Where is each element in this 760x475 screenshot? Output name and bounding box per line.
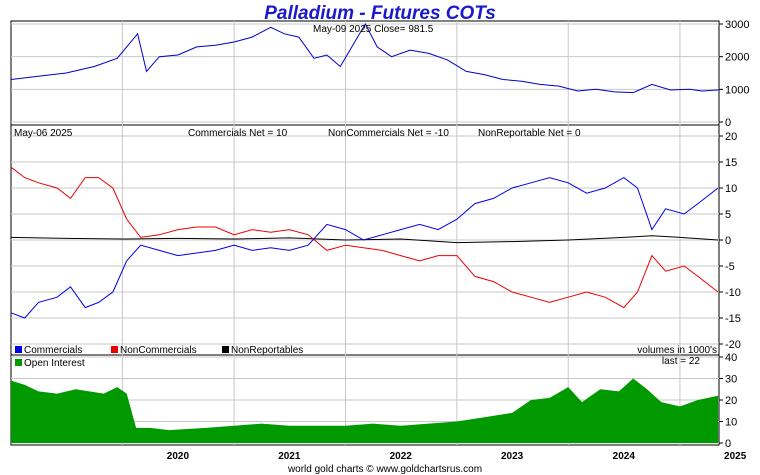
noncommercials-net: NonCommercials Net = -10: [328, 128, 449, 139]
y-tick-label: 2000: [725, 52, 749, 64]
y-tick-label: 30: [725, 374, 737, 386]
y-tick-label: 10: [725, 183, 737, 195]
y-tick-label: 20: [725, 395, 737, 407]
x-axis-year-ticks: 2020 2021 2022 2023 2024 2025: [167, 451, 747, 462]
y-tick-label: 5: [725, 209, 731, 221]
legend-swatch-commercials: [15, 346, 22, 353]
legend-noncommercials: NonCommercials: [120, 345, 197, 356]
cot-grid: [11, 125, 719, 355]
cot-date: May-06 2025: [14, 128, 73, 139]
y-tick-label: 0: [725, 117, 731, 129]
volumes-note: volumes in 1000's: [637, 345, 717, 356]
legend-nonreportables: NonReportables: [231, 345, 303, 356]
x-tick-label: 2020: [167, 451, 190, 462]
noncommercials-line: [10, 166, 719, 309]
nonreportable-net: NonReportable Net = 0: [478, 128, 581, 139]
legend-swatch-open-interest: [15, 359, 22, 366]
commercials-line: [10, 177, 719, 319]
commercials-net: Commercials Net = 10: [188, 128, 288, 139]
x-tick-label: 2022: [390, 451, 413, 462]
y-tick-label: 15: [725, 157, 737, 169]
price-caption: May-09 2025 Close= 981.5: [313, 24, 434, 35]
x-tick-label: 2025: [724, 451, 747, 462]
y-tick-label: -15: [725, 313, 741, 325]
open-interest-area: [11, 378, 719, 443]
x-tick-label: 2023: [501, 451, 524, 462]
y-tick-label: 0: [725, 235, 731, 247]
oi-last-value: last = 22: [662, 356, 701, 367]
cot-y-ticks: -20 -15 -10 -5 0 5 10 15 20: [719, 131, 741, 351]
oi-y-ticks: 0 10 20 30 40: [719, 352, 737, 450]
legend-commercials: Commercials: [24, 345, 82, 356]
legend-swatch-nonreportables: [222, 346, 229, 353]
nonreportables-line: [10, 235, 719, 244]
y-tick-label: 0: [725, 438, 731, 450]
price-y-ticks: 0 1000 2000 3000: [719, 19, 749, 129]
chart-title: Palladium - Futures COTs: [264, 3, 496, 24]
footer-credit: world gold charts © www.goldchartsrus.co…: [287, 464, 482, 475]
y-tick-label: -5: [725, 261, 735, 273]
price-grid: [11, 21, 719, 125]
y-tick-label: 1000: [725, 84, 749, 96]
y-tick-label: 40: [725, 352, 737, 364]
y-tick-label: 3000: [725, 19, 749, 31]
y-tick-label: 10: [725, 417, 737, 429]
x-tick-label: 2024: [613, 451, 636, 462]
y-tick-label: -10: [725, 287, 741, 299]
x-tick-label: 2021: [278, 451, 301, 462]
price-line: [10, 22, 720, 94]
y-tick-label: -20: [725, 339, 741, 351]
price-panel-frame: [10, 20, 720, 126]
y-tick-label: 20: [725, 131, 737, 143]
legend-open-interest: Open Interest: [24, 358, 85, 369]
legend-swatch-noncommercials: [111, 346, 118, 353]
